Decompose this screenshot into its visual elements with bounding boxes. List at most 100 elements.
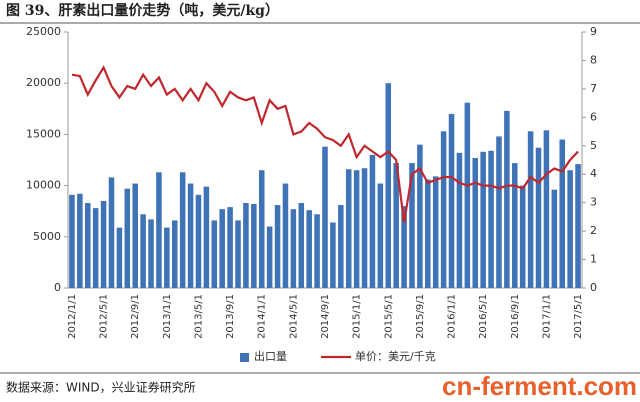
- y2-tick-label: 9: [590, 25, 597, 38]
- bar: [219, 209, 225, 288]
- bar: [417, 144, 423, 288]
- bar: [322, 146, 328, 288]
- x-tick-label: 2015/9/1: [415, 294, 426, 339]
- bar: [488, 150, 494, 288]
- bar: [575, 164, 581, 288]
- bar: [448, 113, 455, 288]
- x-tick-label: 2016/9/1: [510, 294, 521, 339]
- bar: [432, 176, 439, 288]
- y2-tick-label: 3: [590, 196, 597, 209]
- y2-tick-label: 5: [590, 139, 597, 152]
- x-tick-label: 2017/1/1: [541, 294, 552, 339]
- bar: [195, 194, 202, 288]
- bar: [456, 152, 463, 288]
- bar: [480, 151, 486, 288]
- bar: [519, 185, 526, 288]
- bar: [274, 205, 281, 288]
- bar: [298, 203, 305, 288]
- bar: [440, 131, 447, 288]
- bar: [132, 183, 138, 288]
- bar: [314, 214, 320, 288]
- x-tick-label: 2014/1/1: [257, 294, 268, 339]
- bar: [393, 163, 399, 288]
- bar: [290, 209, 297, 288]
- bar: [92, 208, 99, 288]
- bar: [148, 219, 154, 288]
- bar: [258, 170, 265, 288]
- bar: [496, 136, 502, 288]
- bar: [543, 130, 550, 288]
- x-tick-label: 2012/1/1: [67, 294, 78, 339]
- x-tick-label: 2012/9/1: [130, 294, 141, 339]
- bar: [330, 222, 336, 288]
- bar: [266, 226, 273, 288]
- bar: [124, 188, 131, 288]
- bar: [100, 200, 107, 288]
- bar: [361, 168, 368, 288]
- y2-tick-label: 1: [590, 253, 597, 266]
- line: [71, 65, 579, 223]
- bar: [164, 227, 170, 288]
- bar: [369, 154, 376, 288]
- x-tick-label: 2015/1/1: [352, 294, 363, 339]
- bar: [187, 183, 194, 288]
- y2-tick-label: 8: [590, 53, 597, 66]
- bar: [377, 183, 384, 288]
- bar: [345, 169, 352, 288]
- bar: [227, 207, 233, 288]
- bar: [559, 139, 565, 288]
- y2-tick-label: 7: [590, 82, 597, 95]
- bar: [203, 186, 210, 288]
- bar: [171, 220, 178, 288]
- x-tick-label: 2013/5/1: [193, 294, 204, 339]
- bar: [385, 83, 392, 288]
- watermark: cn-ferment.com: [442, 371, 637, 401]
- bar: [551, 189, 558, 288]
- bar: [156, 172, 162, 288]
- bar: [512, 163, 518, 288]
- bar: [179, 172, 186, 288]
- bar: [77, 193, 83, 288]
- bar: [535, 147, 542, 288]
- bar: [116, 227, 123, 288]
- bar: [235, 220, 241, 288]
- bar: [211, 220, 218, 288]
- y2-tick-label: 0: [590, 281, 597, 294]
- x-tick-label: 2016/1/1: [447, 294, 458, 339]
- y-tick-label: 5000: [33, 230, 61, 243]
- y2-tick-label: 4: [590, 167, 597, 180]
- bar: [85, 203, 91, 288]
- bar: [472, 157, 479, 288]
- bar: [409, 163, 415, 288]
- x-tick-label: 2016/5/1: [478, 294, 489, 339]
- x-tick-label: 2015/5/1: [383, 294, 394, 339]
- legend-swatch: [240, 353, 249, 362]
- legend-label: 出口量: [254, 349, 287, 363]
- bar: [108, 177, 115, 288]
- y-tick-label: 10000: [26, 179, 61, 192]
- source: 数据来源：WIND，兴业证券研究所: [6, 380, 196, 395]
- x-tick-label: 2014/9/1: [320, 294, 331, 339]
- y-tick-label: 25000: [26, 25, 61, 38]
- bar: [282, 183, 289, 288]
- bar: [504, 110, 510, 289]
- bar: [401, 206, 407, 288]
- y-tick-label: 15000: [26, 127, 61, 140]
- bar: [140, 214, 146, 288]
- bar: [425, 179, 431, 288]
- chart-title: 图 39、肝素出口量价走势（吨，美元/kg）: [6, 2, 279, 19]
- bar: [251, 204, 257, 288]
- y2-tick-label: 2: [590, 224, 597, 237]
- x-tick-label: 2012/5/1: [99, 294, 110, 339]
- bar: [353, 170, 360, 288]
- bar: [527, 131, 534, 288]
- y-tick-label: 20000: [26, 76, 61, 89]
- legend-label: 单价：美元/千克: [355, 350, 436, 363]
- y2-tick-label: 6: [590, 110, 597, 123]
- bar: [338, 205, 344, 288]
- x-tick-label: 2013/9/1: [225, 294, 236, 339]
- y-tick-label: 0: [54, 281, 61, 294]
- bar: [243, 203, 249, 288]
- bar: [69, 194, 75, 288]
